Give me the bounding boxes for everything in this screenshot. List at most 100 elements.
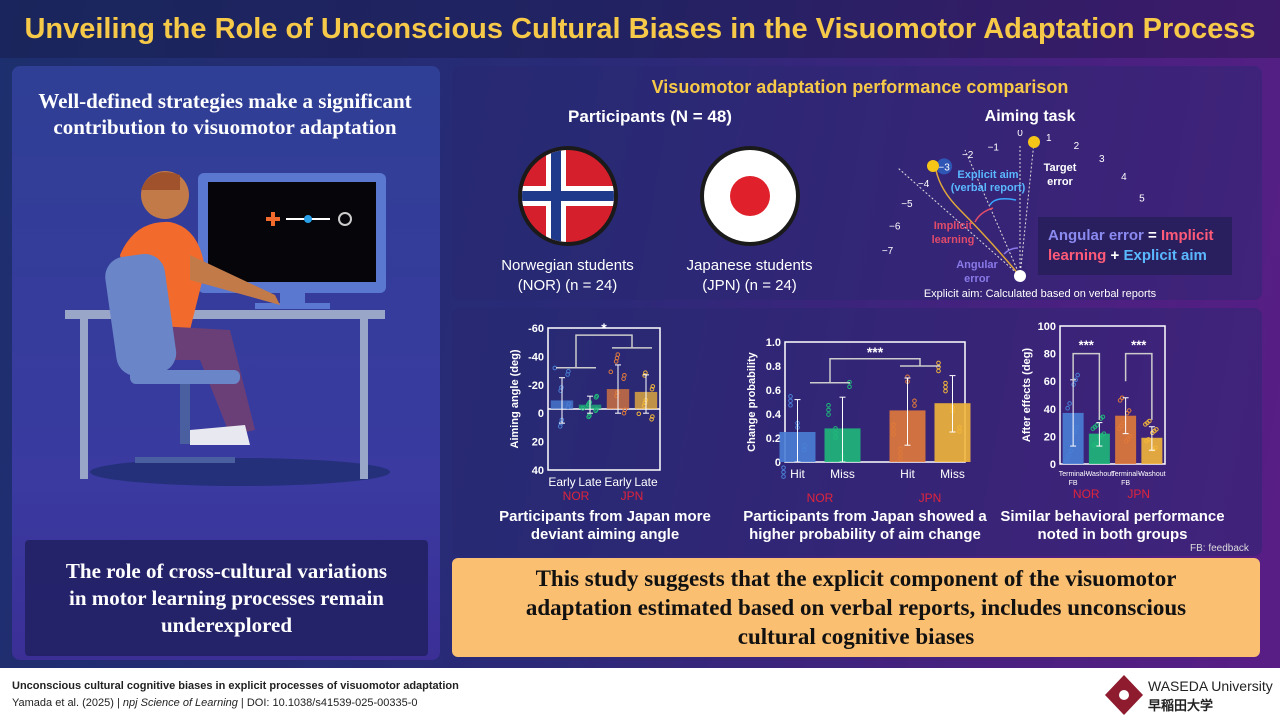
angular-error-equation: Angular error = Implicit learning + Expl… (1038, 217, 1232, 275)
chart2-caption: Participants from Japan showed a higher … (743, 508, 987, 543)
aim-tick: −4 (918, 179, 930, 190)
data-point (833, 430, 838, 436)
data-point (642, 400, 648, 406)
data-point (826, 412, 831, 417)
data-point (936, 360, 941, 366)
chart1-caption: Participants from Japan more deviant aim… (499, 508, 711, 543)
chart-frame (547, 327, 661, 471)
data-point (826, 402, 831, 408)
data-point (1067, 401, 1072, 406)
data-point (1064, 457, 1069, 463)
aim-tick: 1 (1046, 133, 1052, 144)
y-tick-label: 0.6 (766, 385, 781, 397)
data-point (1154, 427, 1159, 432)
group-label: JPN (621, 489, 644, 503)
aim-tick: −2 (962, 150, 974, 161)
norway-label: Norwegian students (NOR) (n = 24) (501, 257, 634, 294)
data-point (650, 414, 655, 419)
data-point (1147, 418, 1152, 424)
aim-tick: 5 (1139, 193, 1145, 204)
data-point (636, 411, 642, 417)
y-tick-label: 0.8 (766, 361, 781, 373)
significance-marker: * (601, 320, 607, 336)
data-point (593, 408, 598, 414)
y-tick-label: 0.2 (766, 433, 781, 445)
y-tick-label: 0 (775, 457, 781, 469)
data-point (781, 469, 786, 475)
data-point (1074, 424, 1079, 430)
data-point (1094, 422, 1100, 428)
data-point (891, 432, 896, 437)
x-tick-label: Hit (900, 467, 915, 481)
significance-marker: *** (867, 344, 884, 360)
data-point (1153, 445, 1158, 451)
y-tick-label: -20 (528, 380, 544, 392)
y-tick-label: 0 (1050, 459, 1056, 471)
data-point (1126, 408, 1132, 413)
data-point (1127, 433, 1133, 439)
y-tick-label: -60 (528, 323, 544, 335)
data-point (1075, 372, 1080, 378)
aim-tick: −6 (889, 222, 901, 233)
left-heading: Well-defined strategies make a significa… (38, 89, 412, 139)
waseda-logo-icon (1105, 675, 1143, 715)
significance-marker: *** (1131, 338, 1147, 353)
data-point (833, 435, 838, 440)
citation: Yamada et al. (2025) | npj Science of Le… (12, 697, 418, 709)
comparison-heading: Visuomotor adaptation performance compar… (651, 77, 1069, 97)
y-tick-label: 60 (1044, 376, 1056, 388)
footer: Unconscious cultural cognitive biases in… (0, 668, 1280, 720)
y-tick-label: -40 (528, 351, 544, 363)
x-tick-label: Miss (830, 467, 855, 481)
significance-bracket (1124, 352, 1153, 420)
data-point (613, 359, 619, 364)
data-point (943, 388, 948, 394)
data-point (788, 394, 793, 399)
target-label: Target (1044, 162, 1077, 174)
data-point (788, 398, 793, 404)
aim-tick: 3 (1099, 154, 1105, 165)
data-point (833, 426, 838, 431)
y-tick-label: 1.0 (766, 337, 781, 349)
aim-tick: 0 (1017, 130, 1023, 139)
data-point (650, 384, 656, 389)
data-point (936, 368, 941, 374)
data-point (1066, 453, 1071, 458)
data-point (802, 447, 807, 453)
data-point (847, 384, 852, 390)
data-point (898, 446, 903, 452)
group-label: JPN (1127, 487, 1150, 501)
x-tick-label: Early (548, 475, 575, 489)
significance-bracket (1072, 352, 1101, 420)
explicit-aim-note: Explicit aim: Calculated based on verbal… (924, 288, 1157, 300)
data-point (781, 465, 786, 470)
aim-highlight-icon (936, 158, 953, 175)
aim-tick: −3 (938, 162, 950, 173)
data-point (957, 425, 962, 430)
y-tick-label: 40 (1044, 404, 1056, 416)
data-point (912, 403, 917, 408)
data-point (565, 404, 571, 410)
x-tick-label: Washout (1086, 471, 1113, 478)
group-label: NOR (563, 489, 590, 503)
data-point (802, 443, 807, 448)
norway-flag-icon (518, 146, 618, 246)
data-point (898, 451, 903, 456)
group-label: NOR (807, 491, 834, 505)
implicit-label: Implicit (934, 220, 973, 232)
chart-frame (1059, 325, 1166, 465)
data-point (580, 406, 586, 411)
doi-link[interactable]: DOI: 10.1038/s41539-025-00335-0 (246, 697, 418, 709)
data-point (826, 407, 831, 413)
x-tick-label: Late (578, 475, 602, 489)
data-point (565, 372, 570, 377)
chart3-caption: Similar behavioral performance noted in … (1000, 508, 1225, 543)
data-point (1068, 448, 1073, 454)
person-at-computer-illustration (65, 171, 390, 486)
data-point (1146, 437, 1151, 442)
data-point (891, 422, 896, 428)
aiming-task-diagram: −7−6−5−4−3−2−101234567 Explicit aim (ver… (882, 130, 1166, 300)
aim-tick: −5 (901, 199, 913, 210)
aim-tick: 2 (1074, 141, 1080, 152)
y-axis-label: Change probability (746, 351, 758, 452)
